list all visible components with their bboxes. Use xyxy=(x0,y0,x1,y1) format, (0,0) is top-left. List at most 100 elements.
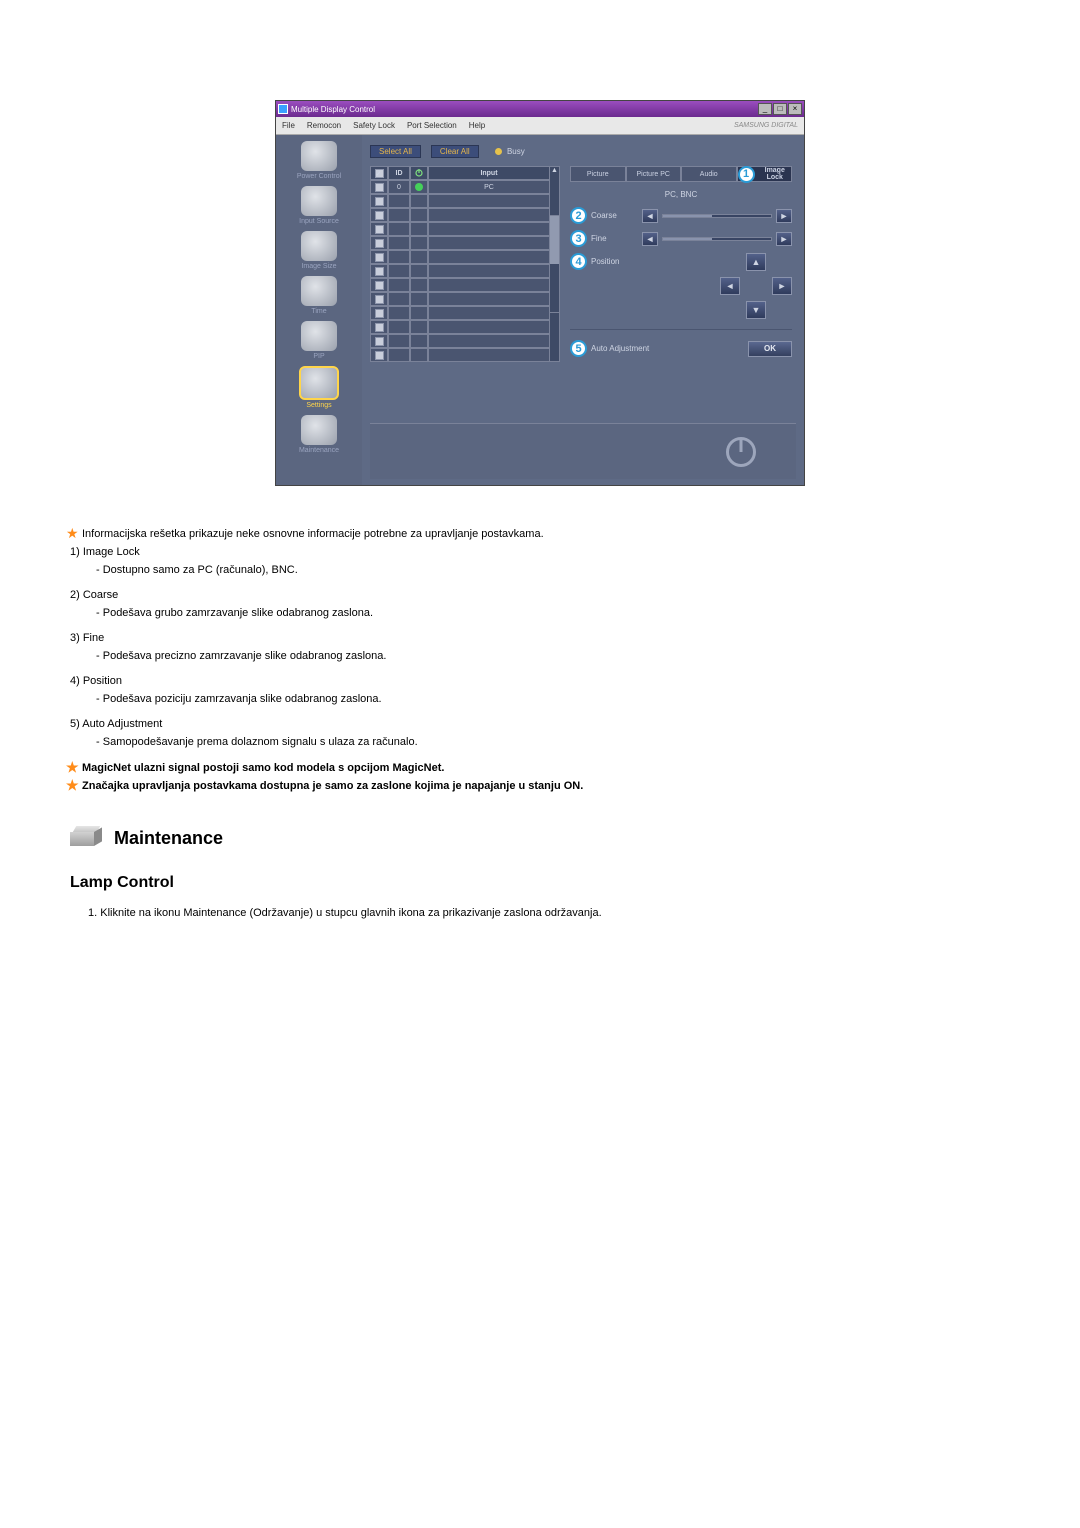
tab-image-lock[interactable]: 1 Image Lock xyxy=(737,166,793,182)
coarse-slider[interactable] xyxy=(662,214,772,218)
grid-row[interactable] xyxy=(370,278,550,292)
clear-all-button[interactable]: Clear All xyxy=(431,145,479,158)
sidebar-item-power-control[interactable]: Power Control xyxy=(283,141,355,180)
fine-dec-button[interactable]: ◄ xyxy=(642,232,658,246)
grid-row[interactable] xyxy=(370,194,550,208)
row-checkbox[interactable] xyxy=(375,309,384,318)
row-checkbox[interactable] xyxy=(375,267,384,276)
row-checkbox[interactable] xyxy=(375,211,384,220)
sidebar-item-maintenance[interactable]: Maintenance xyxy=(283,415,355,454)
pos-right-button[interactable]: ► xyxy=(772,277,792,295)
row-checkbox[interactable] xyxy=(375,225,384,234)
input-source-icon xyxy=(301,186,337,216)
grid-header: ✓ ID Input xyxy=(370,166,550,180)
auto-adjust-label: Auto Adjustment xyxy=(591,344,649,353)
maintenance-icon xyxy=(301,415,337,445)
badge-3: 3 xyxy=(570,230,587,247)
grid-row[interactable] xyxy=(370,348,550,362)
sidebar-item-input-source[interactable]: Input Source xyxy=(283,186,355,225)
menu-safety-lock[interactable]: Safety Lock xyxy=(353,121,395,130)
grid-row[interactable] xyxy=(370,320,550,334)
pos-up-button[interactable]: ▲ xyxy=(746,253,766,271)
menu-help[interactable]: Help xyxy=(469,121,485,130)
titlebar: Multiple Display Control _ □ × xyxy=(276,101,804,117)
menu-port-selection[interactable]: Port Selection xyxy=(407,121,457,130)
power-icon[interactable] xyxy=(726,437,756,467)
tab-picture[interactable]: Picture xyxy=(570,166,626,182)
time-icon xyxy=(301,276,337,306)
settings-panel: Picture Picture PC Audio 1 Image Lock PC… xyxy=(566,166,796,423)
grid-row[interactable] xyxy=(370,208,550,222)
position-label: Position xyxy=(591,257,619,266)
busy-label: Busy xyxy=(507,147,525,156)
grid-row[interactable] xyxy=(370,264,550,278)
fine-inc-button[interactable]: ► xyxy=(776,232,792,246)
row-checkbox[interactable] xyxy=(375,253,384,262)
auto-adjust-row: 5 Auto Adjustment OK xyxy=(570,340,792,357)
row-checkbox[interactable] xyxy=(375,183,384,192)
badge-4: 4 xyxy=(570,253,587,270)
grid-row[interactable] xyxy=(370,236,550,250)
grid-toolbar: Select All Clear All Busy xyxy=(370,141,796,166)
tab-picture-pc[interactable]: Picture PC xyxy=(626,166,682,182)
pos-left-button[interactable]: ◄ xyxy=(720,277,740,295)
sidebar-item-pip[interactable]: PIP xyxy=(283,321,355,360)
menu-remocon[interactable]: Remocon xyxy=(307,121,341,130)
row-checkbox[interactable] xyxy=(375,239,384,248)
cell-power xyxy=(410,180,428,194)
sidebar-item-settings[interactable]: Settings xyxy=(283,366,355,409)
lamp-control-heading: Lamp Control xyxy=(70,871,1010,896)
doc-item-sub: Samopodešavanje prema dolaznom signalu s… xyxy=(96,734,1010,751)
doc-item-sub: Podešava grubo zamrzavanje slike odabran… xyxy=(96,605,1010,622)
row-checkbox[interactable] xyxy=(375,337,384,346)
ok-button[interactable]: OK xyxy=(748,341,792,357)
lamp-step-1: 1. Kliknite na ikonu Maintenance (Održav… xyxy=(88,905,1010,922)
row-checkbox[interactable] xyxy=(375,351,384,360)
close-button[interactable]: × xyxy=(788,103,802,115)
sidebar-item-time[interactable]: Time xyxy=(283,276,355,315)
doc-item: 2) Coarse xyxy=(70,587,1010,604)
coarse-dec-button[interactable]: ◄ xyxy=(642,209,658,223)
select-all-button[interactable]: Select All xyxy=(370,145,421,158)
maintenance-heading: Maintenance xyxy=(70,825,1010,853)
app-icon xyxy=(278,104,288,114)
doc-text: ★ Informacijska rešetka prikazuje neke o… xyxy=(70,526,1010,922)
doc-item-sub: Podešava precizno zamrzavanje slike odab… xyxy=(96,648,1010,665)
intro-line: ★ Informacijska rešetka prikazuje neke o… xyxy=(70,526,1010,543)
brand-label: SAMSUNG DIGITAL xyxy=(734,122,798,129)
col-power xyxy=(410,166,428,180)
menubar: File Remocon Safety Lock Port Selection … xyxy=(276,117,804,135)
doc-item-sub: Dostupno samo za PC (računalo), BNC. xyxy=(96,562,1010,579)
grid-row[interactable] xyxy=(370,222,550,236)
minimize-button[interactable]: _ xyxy=(758,103,772,115)
grid-scrollbar[interactable]: ▲ xyxy=(550,166,560,362)
row-checkbox[interactable] xyxy=(375,323,384,332)
sidebar-item-image-size[interactable]: Image Size xyxy=(283,231,355,270)
window-title: Multiple Display Control xyxy=(291,105,375,114)
star-icon: ★ xyxy=(66,780,79,791)
maximize-button[interactable]: □ xyxy=(773,103,787,115)
grid-row[interactable]: 0PC xyxy=(370,180,550,194)
doc-item: 1) Image Lock xyxy=(70,544,1010,561)
box-icon xyxy=(70,826,104,852)
col-checkbox: ✓ xyxy=(370,166,388,180)
settings-icon xyxy=(299,366,339,400)
fine-slider[interactable] xyxy=(662,237,772,241)
star-note-1: ★ MagicNet ulazni signal postoji samo ko… xyxy=(70,760,1010,777)
tab-audio[interactable]: Audio xyxy=(681,166,737,182)
grid-row[interactable] xyxy=(370,334,550,348)
grid-row[interactable] xyxy=(370,250,550,264)
coarse-inc-button[interactable]: ► xyxy=(776,209,792,223)
coarse-row: 2 Coarse ◄ ► xyxy=(570,207,792,224)
fine-label: Fine xyxy=(591,234,607,243)
pos-down-button[interactable]: ▼ xyxy=(746,301,766,319)
doc-item: 5) Auto Adjustment xyxy=(70,716,1010,733)
menu-file[interactable]: File xyxy=(282,121,295,130)
header-checkbox[interactable]: ✓ xyxy=(375,169,384,178)
row-checkbox[interactable] xyxy=(375,281,384,290)
row-checkbox[interactable] xyxy=(375,295,384,304)
row-checkbox[interactable] xyxy=(375,197,384,206)
grid-row[interactable] xyxy=(370,306,550,320)
doc-item: 3) Fine xyxy=(70,630,1010,647)
grid-row[interactable] xyxy=(370,292,550,306)
